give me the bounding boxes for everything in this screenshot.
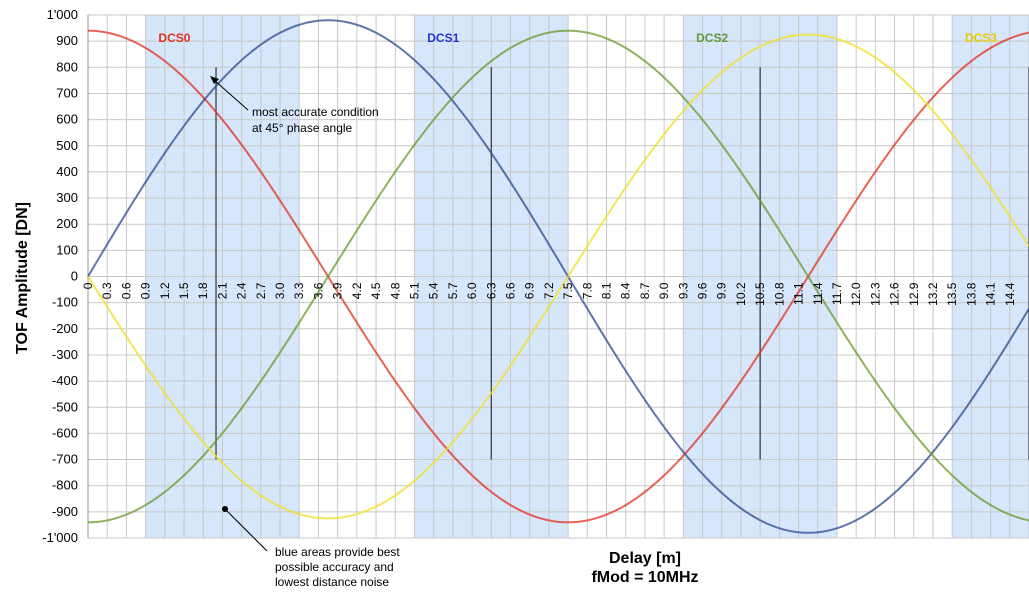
series-labels: DCS0 DCS1 DCS2 DCS3 [158, 31, 997, 45]
x-tick-label: 14.1 [984, 282, 998, 306]
x-tick-label: 0.3 [100, 282, 114, 299]
series-label-dcs2: DCS2 [696, 31, 728, 45]
x-tick-label: 10.2 [734, 282, 748, 306]
x-tick-label: 3.9 [331, 282, 345, 299]
x-tick-label: 0 [81, 282, 95, 289]
annotation-accuracy-line: at 45° phase angle [252, 121, 353, 135]
series-label-dcs0: DCS0 [158, 31, 190, 45]
x-tick-label: 1.5 [177, 282, 191, 299]
x-tick-label: 9.0 [657, 282, 671, 299]
x-tick-label: 0.9 [139, 282, 153, 299]
x-ticks: 0 0.3 0.6 0.9 1.2 1.5 1.8 2.1 2.4 2.7 3.0 3.3 3.6 3.9… [81, 282, 1017, 306]
y-tick-label: 600 [56, 112, 78, 127]
y-tick-label: 500 [56, 138, 78, 153]
series-line-dcs2 [87, 29, 1029, 524]
x-tick-label: 4.2 [350, 282, 364, 299]
y-ticks: 1'000 900 800 700 600 500 400 300 200 100 0 -100 -20… [42, 7, 78, 545]
annotation-blue-areas-line: lowest distance noise [275, 575, 389, 589]
x-tick-label: 12.6 [888, 282, 902, 306]
y-tick-label: -500 [52, 399, 78, 414]
x-tick-label: 1.2 [158, 282, 172, 299]
x-tick-label: 2.7 [254, 282, 268, 299]
x-tick-label: 13.8 [964, 282, 978, 306]
x-tick-label: 10.5 [753, 282, 767, 306]
y-tick-label: 0 [71, 269, 78, 284]
y-tick-label: -100 [52, 295, 78, 310]
series-line-dcs0 [87, 29, 1029, 524]
x-tick-label: 6.0 [465, 282, 479, 299]
x-tick-label: 7.2 [542, 282, 556, 299]
x-tick-label: 12.3 [868, 282, 882, 306]
series-label-dcs3: DCS3 [965, 31, 997, 45]
x-tick-label: 10.8 [772, 282, 786, 306]
x-tick-label: 3.0 [273, 282, 287, 299]
x-tick-label: 2.1 [215, 282, 229, 299]
x-tick-label: 14.4 [1003, 282, 1017, 306]
x-tick-label: 5.4 [427, 282, 441, 299]
y-tick-label: 100 [56, 242, 78, 257]
x-tick-label: 7.5 [561, 282, 575, 299]
grid [87, 14, 1029, 539]
x-tick-label: 5.1 [407, 282, 421, 299]
y-tick-label: -800 [52, 478, 78, 493]
y-tick-label: 300 [56, 190, 78, 205]
y-tick-label: 800 [56, 59, 78, 74]
x-tick-label: 2.4 [235, 282, 249, 299]
y-tick-label: -400 [52, 373, 78, 388]
x-tick-label: 6.3 [484, 282, 498, 299]
x-tick-label: 4.5 [369, 282, 383, 299]
series [87, 19, 1029, 534]
annotation-accuracy-line: most accurate condition [252, 105, 379, 119]
x-tick-label: 3.3 [292, 282, 306, 299]
x-tick-label: 4.8 [388, 282, 402, 299]
x-tick-label: 13.5 [945, 282, 959, 306]
annotations: most accurate condition at 45° phase angl… [210, 76, 400, 589]
x-tick-label: 7.8 [580, 282, 594, 299]
annotation-blue-areas-line: blue areas provide best [275, 545, 400, 559]
y-tick-label: 400 [56, 164, 78, 179]
x-tick-label: 9.3 [676, 282, 690, 299]
y-tick-label: 700 [56, 85, 78, 100]
y-tick-label: -1'000 [42, 530, 78, 545]
x-axis-label: Delay [m] [609, 550, 681, 567]
x-tick-label: 9.9 [715, 282, 729, 299]
x-tick-label: 3.6 [311, 282, 325, 299]
annotation-arrow [213, 79, 249, 111]
x-tick-label: 8.7 [638, 282, 652, 299]
y-tick-label: -700 [52, 452, 78, 467]
x-axis-sublabel: fMod = 10MHz [591, 569, 698, 586]
x-tick-label: 11.4 [811, 282, 825, 305]
y-axis-label: TOF Amplitude [DN] [14, 202, 31, 354]
x-tick-label: 11.1 [792, 282, 806, 305]
x-tick-label: 9.6 [696, 282, 710, 299]
y-tick-label: -900 [52, 504, 78, 519]
x-tick-label: 5.7 [446, 282, 460, 299]
x-tick-label: 8.4 [619, 282, 633, 299]
series-line-dcs1 [87, 19, 1029, 534]
y-tick-label: -600 [52, 425, 78, 440]
x-tick-label: 12.0 [849, 282, 863, 306]
y-tick-label: -300 [52, 347, 78, 362]
y-tick-label: -200 [52, 321, 78, 336]
x-tick-label: 6.9 [523, 282, 537, 299]
x-tick-label: 12.9 [907, 282, 921, 306]
x-tick-label: 13.2 [926, 282, 940, 306]
series-line-dcs3 [87, 33, 1029, 520]
x-tick-label: 0.6 [119, 282, 133, 299]
x-tick-label: 8.1 [600, 282, 614, 299]
x-tick-label: 6.6 [503, 282, 517, 299]
y-tick-label: 200 [56, 216, 78, 231]
x-tick-label: 11.7 [830, 282, 844, 305]
series-label-dcs1: DCS1 [427, 31, 459, 45]
y-tick-label: 900 [56, 33, 78, 48]
annotation-leader [224, 508, 268, 552]
annotation-blue-areas-line: possible accuracy and [275, 560, 394, 574]
x-tick-label: 1.8 [196, 282, 210, 299]
arrow-head-icon [210, 76, 219, 84]
y-tick-label: 1'000 [47, 7, 78, 22]
